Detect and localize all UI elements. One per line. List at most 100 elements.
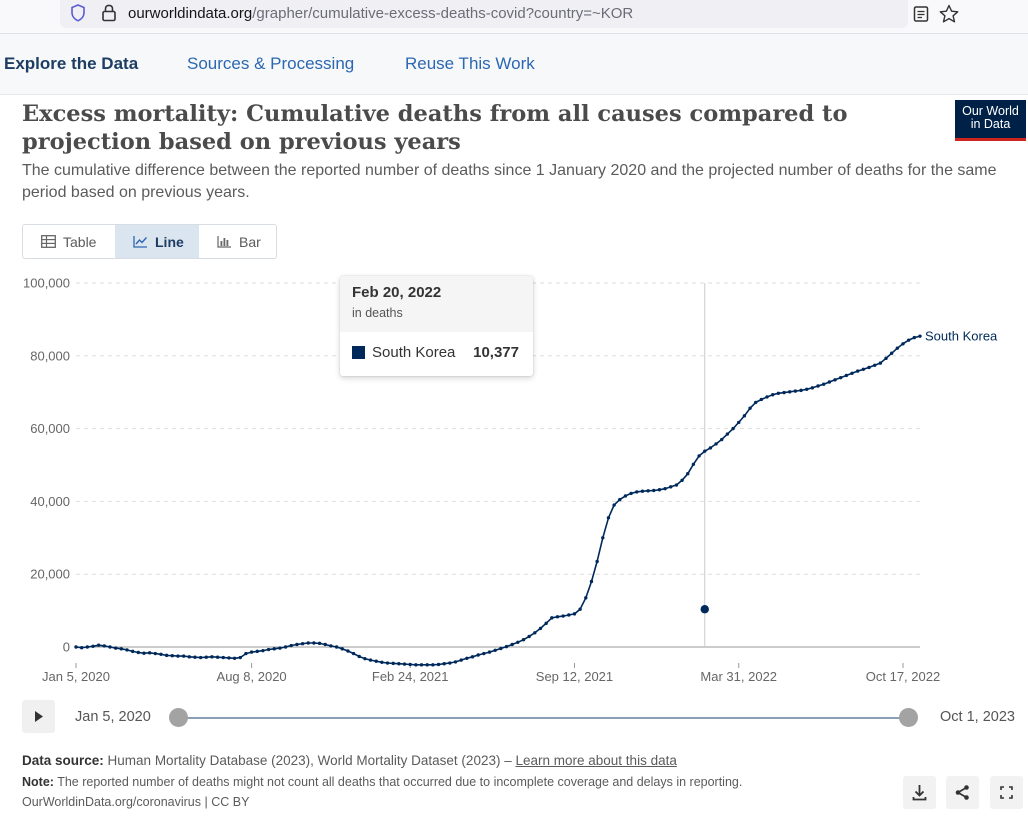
view-toggle: Table Line Bar — [22, 224, 277, 259]
data-point — [176, 654, 180, 658]
data-point — [238, 655, 242, 660]
data-point — [227, 656, 231, 660]
download-icon — [912, 785, 927, 801]
data-point — [198, 655, 203, 660]
tab-reuse-this-work[interactable]: Reuse This Work — [405, 54, 535, 73]
table-view-button[interactable]: Table — [23, 225, 115, 258]
fullscreen-icon — [1000, 786, 1013, 799]
data-point — [759, 397, 764, 402]
chart-title: Excess mortality: Cumulative deaths from… — [22, 101, 848, 155]
credit-line[interactable]: OurWorldinData.org/coronavirus | CC BY — [22, 795, 250, 809]
table-view-label: Table — [63, 233, 97, 250]
data-point — [408, 662, 412, 667]
data-point — [810, 386, 815, 390]
data-point — [499, 646, 503, 651]
data-point — [283, 645, 288, 649]
url-bar[interactable]: ourworldindata.org/grapher/cumulative-ex… — [60, 0, 959, 28]
data-point — [436, 662, 441, 667]
data-source-label: Data source: — [22, 753, 104, 768]
data-point — [635, 490, 639, 494]
data-point — [521, 638, 526, 642]
data-point — [855, 369, 860, 373]
data-point — [487, 650, 492, 654]
data-point — [708, 446, 713, 450]
timeline-end-label: Oct 1, 2023 — [940, 709, 1015, 725]
data-point — [714, 442, 718, 446]
url-text[interactable]: ourworldindata.org/grapher/cumulative-ex… — [128, 5, 633, 22]
data-point — [431, 663, 435, 667]
data-point — [159, 652, 163, 656]
data-point — [74, 645, 78, 649]
data-point — [340, 647, 344, 651]
data-point — [827, 380, 832, 384]
bookmark-star-icon[interactable] — [938, 3, 960, 25]
data-point — [380, 660, 384, 664]
data-point — [385, 661, 390, 665]
data-point — [465, 656, 469, 660]
tab-explore-the-data[interactable]: Explore the Data — [4, 54, 139, 73]
line-view-button[interactable]: Line — [115, 225, 199, 258]
note-text: The reported number of deaths might not … — [57, 775, 743, 789]
data-point — [901, 342, 905, 346]
data-point — [125, 648, 129, 652]
data-point — [754, 400, 758, 405]
data-point — [278, 646, 282, 650]
data-source-line: Data source: Human Mortality Database (2… — [22, 753, 677, 768]
data-point — [793, 389, 798, 393]
download-button[interactable] — [903, 776, 936, 809]
data-point — [850, 371, 854, 375]
data-point — [96, 643, 101, 647]
fullscreen-button[interactable] — [990, 776, 1023, 809]
tab-sources-processing[interactable]: Sources & Processing — [187, 54, 355, 73]
y-tick-label: 40,000 — [30, 494, 70, 509]
shield-icon[interactable] — [68, 3, 88, 23]
note-label: Note: — [22, 775, 54, 789]
data-point — [561, 614, 565, 618]
play-icon — [35, 711, 43, 722]
data-point — [725, 432, 730, 436]
data-point — [544, 621, 548, 626]
data-point — [646, 489, 650, 493]
tooltip-swatch — [352, 346, 365, 359]
data-point — [391, 661, 395, 666]
owid-logo[interactable]: Our World in Data — [955, 100, 1026, 141]
data-point — [720, 437, 724, 442]
data-point — [476, 653, 480, 657]
learn-more-link[interactable]: Learn more about this data — [515, 753, 677, 768]
url-domain: ourworldindata.org — [128, 5, 253, 22]
logo-line-1: Our World — [962, 104, 1019, 118]
bar-view-button[interactable]: Bar — [199, 225, 277, 258]
data-point — [737, 420, 741, 425]
data-point — [533, 631, 537, 635]
url-path: /grapher/cumulative-excess-deaths-covid?… — [252, 5, 634, 22]
data-point — [323, 642, 327, 647]
data-point — [453, 660, 458, 664]
data-point — [187, 655, 191, 659]
share-button[interactable] — [946, 776, 979, 809]
data-point — [765, 395, 769, 399]
timeline-start-handle[interactable] — [169, 708, 188, 727]
data-point — [266, 647, 271, 652]
data-point — [153, 651, 158, 656]
lock-icon[interactable] — [100, 3, 118, 23]
data-point — [918, 334, 922, 338]
data-point — [130, 649, 135, 654]
y-tick-label: 60,000 — [30, 421, 70, 436]
y-tick-label: 80,000 — [30, 348, 70, 363]
line-view-label: Line — [155, 233, 184, 250]
timeline-track[interactable] — [178, 717, 908, 719]
data-point — [872, 363, 877, 367]
data-point — [306, 641, 310, 645]
reader-view-icon[interactable] — [912, 4, 930, 24]
share-icon — [955, 785, 969, 800]
data-point — [595, 559, 599, 564]
data-point — [838, 375, 843, 380]
data-point — [102, 644, 107, 648]
timeline-end-handle[interactable] — [899, 708, 918, 727]
series-line-south-korea — [75, 335, 921, 666]
data-point — [844, 373, 849, 378]
play-button[interactable] — [22, 700, 55, 733]
data-point — [170, 654, 174, 658]
data-point — [663, 486, 667, 491]
